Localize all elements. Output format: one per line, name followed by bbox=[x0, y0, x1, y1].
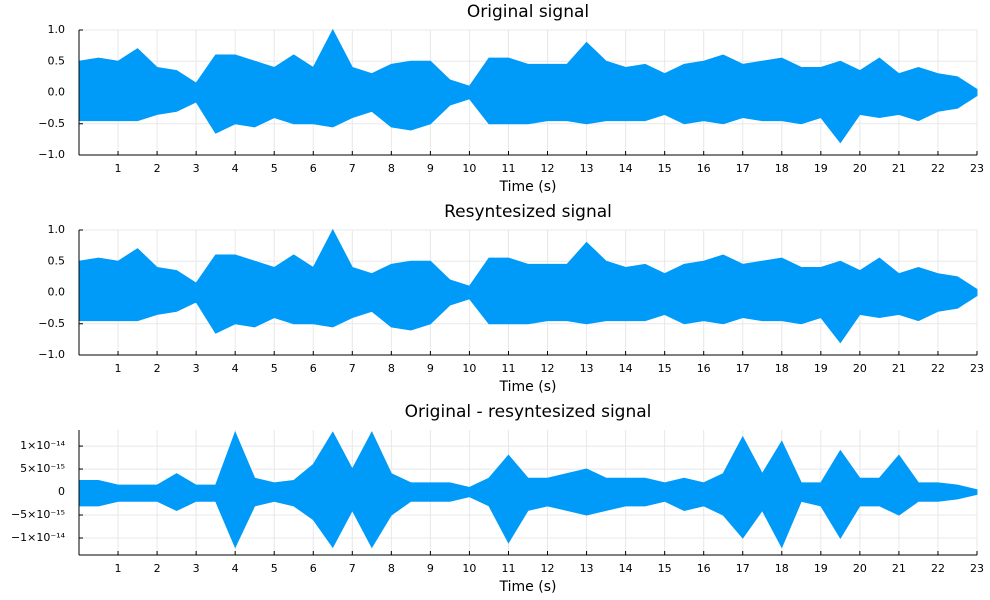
x-axis-label: Time (s) bbox=[499, 379, 557, 395]
y-tick-label: −1.0 bbox=[38, 348, 65, 361]
x-axis-label: Time (s) bbox=[499, 179, 557, 195]
x-tick-label: 6 bbox=[310, 362, 317, 375]
x-tick-label: 22 bbox=[931, 562, 945, 575]
x-tick-label: 12 bbox=[541, 162, 555, 175]
x-tick-label: 20 bbox=[853, 562, 867, 575]
x-tick-label: 21 bbox=[892, 362, 906, 375]
x-tick-label: 15 bbox=[658, 162, 672, 175]
x-tick-label: 21 bbox=[892, 562, 906, 575]
x-tick-label: 5 bbox=[271, 562, 278, 575]
x-tick-label: 7 bbox=[349, 362, 356, 375]
y-tick-label: −1×10⁻¹⁴ bbox=[11, 531, 66, 544]
x-tick-label: 20 bbox=[853, 162, 867, 175]
x-tick-label: 11 bbox=[501, 562, 515, 575]
signal-envelope bbox=[78, 228, 978, 344]
y-tick-label: 5×10⁻¹⁵ bbox=[20, 462, 65, 475]
x-tick-label: 10 bbox=[462, 562, 476, 575]
x-tick-label: 4 bbox=[232, 362, 239, 375]
x-tick-label: 14 bbox=[619, 162, 633, 175]
x-tick-label: 22 bbox=[931, 362, 945, 375]
x-tick-label: 11 bbox=[501, 362, 515, 375]
x-tick-label: 5 bbox=[271, 362, 278, 375]
x-tick-label: 8 bbox=[388, 162, 395, 175]
x-tick-label: 17 bbox=[736, 562, 750, 575]
x-tick-label: 22 bbox=[931, 162, 945, 175]
x-tick-label: 6 bbox=[310, 562, 317, 575]
subplot-title: Resyntesized signal bbox=[444, 202, 612, 222]
x-tick-label: 3 bbox=[193, 362, 200, 375]
x-tick-label: 10 bbox=[462, 362, 476, 375]
x-tick-label: 18 bbox=[775, 562, 789, 575]
y-tick-label: 0.0 bbox=[48, 286, 66, 299]
x-tick-label: 2 bbox=[154, 362, 161, 375]
y-tick-label: −0.5 bbox=[38, 117, 65, 130]
x-tick-label: 3 bbox=[193, 562, 200, 575]
x-tick-label: 13 bbox=[580, 562, 594, 575]
x-axis-label: Time (s) bbox=[499, 579, 557, 595]
signal-envelope bbox=[78, 430, 978, 549]
x-tick-label: 18 bbox=[775, 362, 789, 375]
x-tick-label: 19 bbox=[814, 162, 828, 175]
x-tick-label: 11 bbox=[501, 162, 515, 175]
x-tick-label: 10 bbox=[462, 162, 476, 175]
x-tick-label: 16 bbox=[697, 562, 711, 575]
x-tick-label: 7 bbox=[349, 162, 356, 175]
x-tick-label: 5 bbox=[271, 162, 278, 175]
x-tick-label: 15 bbox=[658, 362, 672, 375]
x-tick-label: 15 bbox=[658, 562, 672, 575]
x-tick-label: 16 bbox=[697, 162, 711, 175]
x-tick-label: 23 bbox=[970, 162, 984, 175]
x-tick-label: 8 bbox=[388, 562, 395, 575]
x-tick-label: 7 bbox=[349, 562, 356, 575]
y-tick-label: 0 bbox=[58, 485, 65, 498]
x-tick-label: 9 bbox=[427, 162, 434, 175]
x-tick-label: 19 bbox=[814, 562, 828, 575]
y-tick-label: 1.0 bbox=[48, 23, 66, 36]
x-tick-label: 13 bbox=[580, 362, 594, 375]
x-tick-label: 1 bbox=[115, 562, 122, 575]
x-tick-label: 14 bbox=[619, 562, 633, 575]
x-tick-label: 17 bbox=[736, 162, 750, 175]
signal-envelope bbox=[78, 28, 978, 144]
x-tick-label: 4 bbox=[232, 162, 239, 175]
y-tick-label: −1.0 bbox=[38, 148, 65, 161]
x-tick-label: 12 bbox=[541, 562, 555, 575]
y-tick-label: −5×10⁻¹⁵ bbox=[11, 508, 65, 521]
x-tick-label: 6 bbox=[310, 162, 317, 175]
y-tick-label: 1×10⁻¹⁴ bbox=[20, 439, 65, 452]
y-tick-label: 0.0 bbox=[48, 86, 66, 99]
y-tick-label: 1.0 bbox=[48, 223, 66, 236]
x-tick-label: 23 bbox=[970, 362, 984, 375]
x-tick-label: 4 bbox=[232, 562, 239, 575]
subplot-title: Original - resyntesized signal bbox=[405, 402, 652, 422]
x-tick-label: 14 bbox=[619, 362, 633, 375]
x-tick-label: 12 bbox=[541, 362, 555, 375]
x-tick-label: 18 bbox=[775, 162, 789, 175]
x-tick-label: 23 bbox=[970, 562, 984, 575]
x-tick-label: 2 bbox=[154, 562, 161, 575]
y-tick-label: −0.5 bbox=[38, 317, 65, 330]
y-tick-label: 0.5 bbox=[48, 54, 66, 67]
y-tick-label: 0.5 bbox=[48, 254, 66, 267]
x-tick-label: 2 bbox=[154, 162, 161, 175]
x-tick-label: 1 bbox=[115, 162, 122, 175]
x-tick-label: 9 bbox=[427, 562, 434, 575]
x-tick-label: 21 bbox=[892, 162, 906, 175]
x-tick-label: 8 bbox=[388, 362, 395, 375]
x-tick-label: 13 bbox=[580, 162, 594, 175]
x-tick-label: 3 bbox=[193, 162, 200, 175]
x-tick-label: 1 bbox=[115, 362, 122, 375]
x-tick-label: 17 bbox=[736, 362, 750, 375]
x-tick-label: 16 bbox=[697, 362, 711, 375]
x-tick-label: 19 bbox=[814, 362, 828, 375]
x-tick-label: 20 bbox=[853, 362, 867, 375]
x-tick-label: 9 bbox=[427, 362, 434, 375]
subplot-title: Original signal bbox=[467, 2, 589, 22]
